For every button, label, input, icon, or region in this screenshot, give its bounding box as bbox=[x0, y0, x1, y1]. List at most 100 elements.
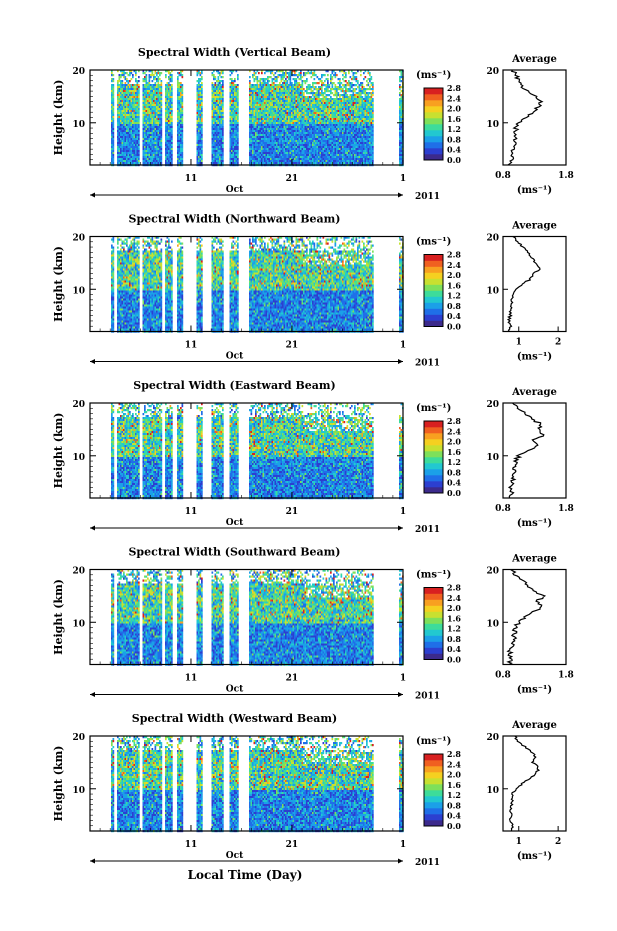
heatmap-cell bbox=[155, 104, 157, 106]
heatmap-cell bbox=[117, 118, 119, 120]
heatmap-cell bbox=[213, 74, 215, 76]
heatmap-cell bbox=[159, 126, 161, 128]
heatmap-cell bbox=[168, 98, 170, 100]
heatmap-cell bbox=[182, 126, 184, 128]
heatmap-cell bbox=[138, 156, 140, 158]
heatmap-cell bbox=[150, 92, 152, 94]
heatmap-cell bbox=[137, 132, 139, 134]
heatmap-cell bbox=[146, 142, 148, 144]
heatmap-cell bbox=[111, 92, 113, 94]
heatmap-cell bbox=[165, 90, 167, 92]
heatmap-cell bbox=[170, 80, 172, 82]
heatmap-cell bbox=[122, 90, 124, 92]
heatmap-cell bbox=[120, 88, 122, 90]
heatmap-cell bbox=[135, 138, 137, 140]
heatmap-cell bbox=[143, 106, 145, 108]
heatmap-cell bbox=[153, 160, 155, 162]
heatmap-cell bbox=[197, 92, 199, 94]
heatmap-cell bbox=[111, 134, 113, 136]
heatmap-cell bbox=[135, 144, 137, 146]
heatmap-cell bbox=[161, 112, 163, 114]
heatmap-cell bbox=[179, 162, 181, 164]
heatmap-cell bbox=[122, 94, 124, 96]
heatmap-cell bbox=[168, 134, 170, 136]
heatmap-cell bbox=[165, 162, 167, 164]
heatmap-cell bbox=[147, 90, 149, 92]
heatmap-cell bbox=[128, 84, 130, 86]
heatmap-cell bbox=[149, 140, 151, 142]
heatmap-cell bbox=[147, 142, 149, 144]
heatmap-cell bbox=[111, 144, 113, 146]
heatmap-cell bbox=[135, 118, 137, 120]
heatmap-cell bbox=[168, 142, 170, 144]
heatmap-cell bbox=[150, 134, 152, 136]
heatmap-cell bbox=[201, 92, 203, 94]
heatmap-cell bbox=[125, 150, 127, 152]
heatmap-cell bbox=[123, 152, 125, 154]
heatmap-cell bbox=[144, 140, 146, 142]
heatmap-cell bbox=[201, 104, 203, 106]
heatmap-cell bbox=[128, 146, 130, 148]
heatmap-cell bbox=[170, 112, 172, 114]
heatmap-cell bbox=[155, 120, 157, 122]
heatmap-cell bbox=[131, 154, 133, 156]
heatmap-cell bbox=[129, 96, 131, 98]
heatmap-cell bbox=[129, 140, 131, 142]
heatmap-cell bbox=[113, 94, 115, 96]
heatmap-cell bbox=[146, 96, 148, 98]
heatmap-cell bbox=[171, 154, 173, 156]
heatmap-cell bbox=[212, 142, 214, 144]
heatmap-cell bbox=[153, 74, 155, 76]
heatmap-cell bbox=[150, 76, 152, 78]
heatmap-cell bbox=[122, 158, 124, 160]
heatmap-cell bbox=[212, 148, 214, 150]
heatmap-cell bbox=[126, 152, 128, 154]
heatmap-cell bbox=[159, 122, 161, 124]
heatmap-cell bbox=[156, 130, 158, 132]
heatmap-cell bbox=[135, 162, 137, 164]
heatmap-cell bbox=[147, 116, 149, 118]
heatmap-cell bbox=[120, 146, 122, 148]
heatmap-cell bbox=[182, 108, 184, 110]
heatmap-cell bbox=[212, 144, 214, 146]
heatmap-cell bbox=[171, 142, 173, 144]
heatmap-cell bbox=[131, 78, 133, 80]
heatmap-cell bbox=[146, 154, 148, 156]
heatmap-cell bbox=[117, 82, 119, 84]
heatmap-cell bbox=[131, 140, 133, 142]
heatmap-cell bbox=[180, 88, 182, 90]
heatmap-cell bbox=[125, 120, 127, 122]
heatmap-cell bbox=[137, 156, 139, 158]
heatmap-cell bbox=[153, 76, 155, 78]
heatmap-cell bbox=[212, 112, 214, 114]
heatmap-cell bbox=[197, 114, 199, 116]
heatmap-cell bbox=[165, 88, 167, 90]
heatmap-cell bbox=[117, 152, 119, 154]
heatmap-cell bbox=[198, 152, 200, 154]
heatmap-cell bbox=[119, 116, 121, 118]
heatmap-cell bbox=[215, 128, 217, 130]
heatmap-cell bbox=[146, 82, 148, 84]
heatmap-cell bbox=[123, 142, 125, 144]
heatmap-cell bbox=[143, 88, 145, 90]
heatmap-cell bbox=[122, 124, 124, 126]
heatmap-cell bbox=[152, 122, 154, 124]
heatmap-cell bbox=[131, 106, 133, 108]
heatmap-cell bbox=[146, 116, 148, 118]
heatmap-cell bbox=[135, 126, 137, 128]
heatmap-cell bbox=[128, 82, 130, 84]
heatmap-cell bbox=[198, 86, 200, 88]
heatmap-cell bbox=[126, 110, 128, 112]
heatmap-cell bbox=[180, 118, 182, 120]
heatmap-cell bbox=[213, 138, 215, 140]
heatmap-cell bbox=[144, 110, 146, 112]
heatmap-cell bbox=[177, 112, 179, 114]
heatmap-cell bbox=[159, 160, 161, 162]
heatmap-cell bbox=[152, 80, 154, 82]
heatmap-cell bbox=[134, 126, 136, 128]
heatmap-cell bbox=[158, 162, 160, 164]
heatmap-cell bbox=[147, 134, 149, 136]
heatmap-cell bbox=[179, 86, 181, 88]
heatmap-cell bbox=[159, 120, 161, 122]
heatmap-cell bbox=[119, 80, 121, 82]
